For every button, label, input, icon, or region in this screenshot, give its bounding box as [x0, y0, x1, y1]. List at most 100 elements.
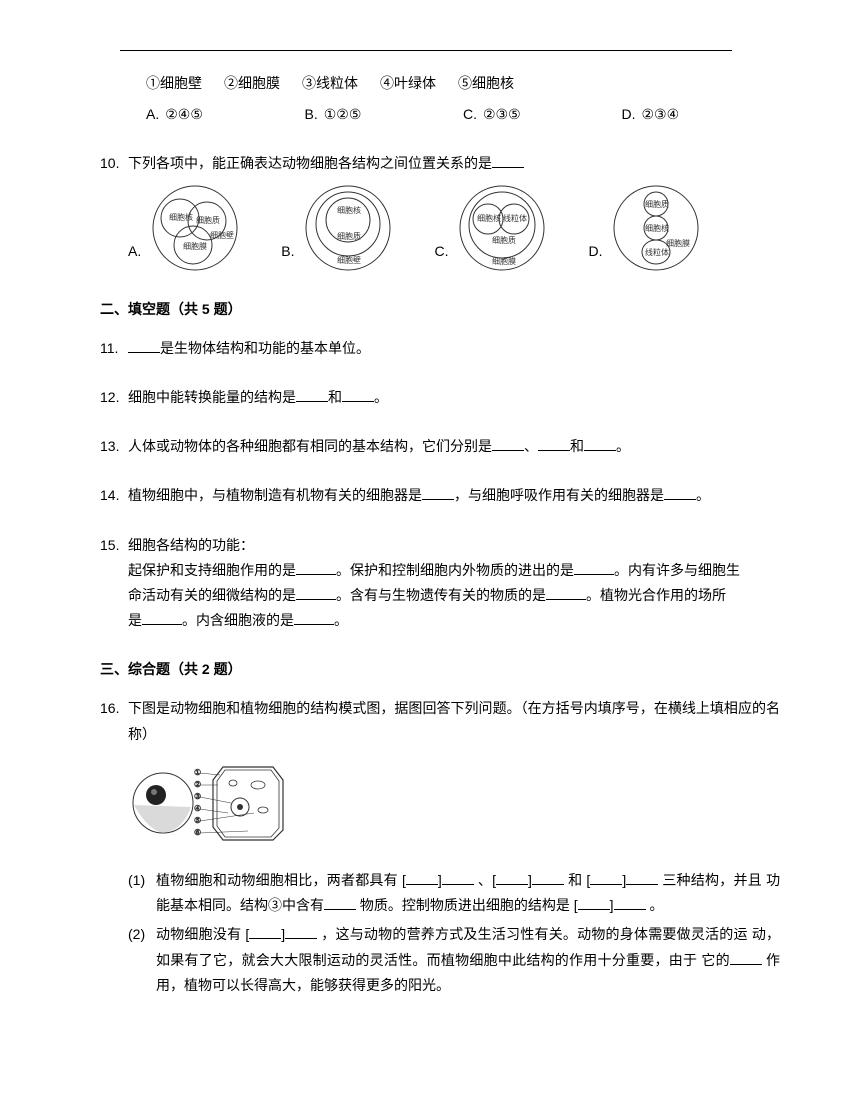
q15-p3a: 是	[128, 612, 142, 628]
q10-option-b: B. 细胞核 细胞质 细胞壁	[281, 183, 398, 273]
q16s2-bl1[interactable]	[285, 923, 317, 939]
q15-b6[interactable]	[294, 609, 334, 625]
item-4: ④叶绿体	[380, 71, 436, 96]
q13-blank1[interactable]	[492, 435, 524, 451]
venn-c-l4: 细胞膜	[492, 256, 516, 266]
q16s1-bl4[interactable]	[324, 894, 356, 910]
q16s1d: 三种结构，并且	[662, 872, 762, 888]
q13-t1: 人体或动物体的各种细胞都有相同的基本结构，它们分别是	[128, 438, 492, 454]
q11-text: 是生物体结构和功能的基本单位。	[160, 340, 370, 356]
q10-label-b: B.	[281, 239, 294, 264]
item-2: ②细胞膜	[224, 71, 280, 96]
lbl5: ⑤	[194, 816, 201, 825]
venn-b-l2: 细胞质	[337, 231, 361, 241]
question-11: 11. 是生物体结构和功能的基本单位。	[100, 336, 780, 361]
venn-c-l2: 线粒体	[503, 213, 527, 223]
choice-a: A.②④⑤	[146, 102, 305, 127]
q16s2b: ，这与动物的营养方式及生活习性有关。动物的身体需要做灵活的运	[321, 926, 747, 942]
choice-row: A.②④⑤ B.①②⑤ C.②③⑤ D.②③④	[146, 102, 780, 127]
q12-num: 12.	[100, 385, 128, 410]
q15-line2: 命活动有关的细微结构的是。含有与生物遗传有关的物质的是。植物光合作用的场所	[128, 583, 780, 608]
venn-a-l3: 细胞壁	[210, 230, 234, 240]
q16s2d: 它的	[701, 952, 730, 968]
q14-t1: 植物细胞中，与植物制造有机物有关的细胞器是	[128, 487, 422, 503]
q14-t2: ，与细胞呼吸作用有关的细胞器是	[454, 487, 664, 503]
q15-p3c: 。	[334, 612, 348, 628]
q16-sub2: (2) 动物细胞没有 [] ，这与动物的营养方式及生活习性有关。动物的身体需要做…	[128, 922, 780, 998]
venn-d-l1: 细胞质	[645, 199, 669, 209]
q15-p2a: 命活动有关的细微结构的是	[128, 587, 296, 603]
q15-b2[interactable]	[574, 559, 614, 575]
q16s1-br2[interactable]	[496, 869, 528, 885]
q15-p1a: 起保护和支持细胞作用的是	[128, 562, 296, 578]
q15-b5[interactable]	[142, 609, 182, 625]
q15-p3b: 。内含细胞液的是	[182, 612, 294, 628]
q10-option-a: A. 细胞核 细胞质 细胞壁 细胞膜	[128, 183, 245, 273]
q14-num: 14.	[100, 483, 128, 508]
q15-line3: 是 。内含细胞液的是 。	[128, 608, 780, 633]
venn-c-l1: 细胞核	[477, 213, 501, 223]
q10-blank[interactable]	[492, 152, 524, 168]
q13-blank3[interactable]	[584, 435, 616, 451]
q11-blank[interactable]	[128, 337, 160, 353]
q16s1-br1[interactable]	[406, 869, 438, 885]
q15-b3[interactable]	[296, 584, 336, 600]
venn-b: 细胞核 细胞质 细胞壁	[298, 183, 398, 273]
q10-option-d: D. 细胞质 细胞核 细胞膜 线粒体	[588, 183, 706, 273]
q13-num: 13.	[100, 434, 128, 459]
q16s1b: 、[	[478, 872, 496, 888]
q16-sub1-num: (1)	[128, 868, 156, 918]
q16s1a: 植物细胞和动物细胞相比，两者都具有 [	[156, 872, 406, 888]
venn-a-l4: 细胞膜	[183, 241, 207, 251]
q16s1-bl3[interactable]	[626, 869, 658, 885]
question-10: 10. 下列各项中，能正确表达动物细胞各结构之间位置关系的是 A. 细胞核 细胞…	[100, 151, 780, 272]
q15-b4[interactable]	[546, 584, 586, 600]
item-3: ③线粒体	[302, 71, 358, 96]
choice-b: B.①②⑤	[305, 102, 464, 127]
q15-p1c: 。内有许多与细胞生	[614, 562, 740, 578]
q13-t2: 、	[524, 438, 538, 454]
q12-body: 细胞中能转换能量的结构是和。	[128, 385, 780, 410]
venn-a-l1: 细胞核	[169, 212, 193, 222]
item-5: ⑤细胞核	[458, 71, 514, 96]
q10-diagrams: A. 细胞核 细胞质 细胞壁 细胞膜 B. 细胞核 细胞质 细胞壁	[128, 183, 780, 273]
choice-a-text: ②④⑤	[165, 106, 203, 122]
q16-num: 16.	[100, 696, 128, 746]
lbl2: ②	[194, 780, 201, 789]
choice-d-text: ②③④	[642, 106, 680, 122]
q16s1-bl2[interactable]	[532, 869, 564, 885]
q16s1-br4[interactable]	[578, 894, 610, 910]
q15-p1b: 。保护和控制细胞内外物质的进出的是	[336, 562, 574, 578]
q14-blank1[interactable]	[422, 484, 454, 500]
q16s1-bl1[interactable]	[442, 869, 474, 885]
q12-t3: 。	[374, 389, 388, 405]
q15-p2c: 。植物光合作用的场所	[586, 587, 726, 603]
q16s2-br1[interactable]	[249, 923, 281, 939]
q12-blank2[interactable]	[342, 386, 374, 402]
q12-blank1[interactable]	[296, 386, 328, 402]
q10-text: 下列各项中，能正确表达动物细胞各结构之间位置关系的是	[128, 151, 780, 176]
q10-num: 10.	[100, 151, 128, 176]
question-12: 12. 细胞中能转换能量的结构是和。	[100, 385, 780, 410]
q15-line1: 起保护和支持细胞作用的是 。保护和控制细胞内外物质的进出的是 。内有许多与细胞生	[128, 558, 780, 583]
q16-text: 下图是动物细胞和植物细胞的结构模式图，据图回答下列问题。（在方括号内填序号，在横…	[128, 696, 780, 746]
q13-blank2[interactable]	[538, 435, 570, 451]
page-top-rule	[120, 50, 732, 51]
venn-d: 细胞质 细胞核 细胞膜 线粒体	[606, 183, 706, 273]
q10-text-content: 下列各项中，能正确表达动物细胞各结构之间位置关系的是	[128, 155, 492, 171]
items-row: ①细胞壁 ②细胞膜 ③线粒体 ④叶绿体 ⑤细胞核	[146, 71, 780, 96]
lbl3: ③	[194, 792, 201, 801]
lbl4: ④	[194, 804, 201, 813]
q16s1-bl5[interactable]	[614, 894, 646, 910]
q12-t1: 细胞中能转换能量的结构是	[128, 389, 296, 405]
venn-a-l2: 细胞质	[196, 215, 220, 225]
q15-b1[interactable]	[296, 559, 336, 575]
q10-label-a: A.	[128, 239, 141, 264]
q14-blank2[interactable]	[664, 484, 696, 500]
q16s2-bl2[interactable]	[730, 949, 762, 965]
choice-c: C.②③⑤	[463, 102, 622, 127]
q16s1-br3[interactable]	[590, 869, 622, 885]
venn-a: 细胞核 细胞质 细胞壁 细胞膜	[145, 183, 245, 273]
q11-num: 11.	[100, 336, 128, 361]
q16s1c: 和 [	[568, 872, 590, 888]
